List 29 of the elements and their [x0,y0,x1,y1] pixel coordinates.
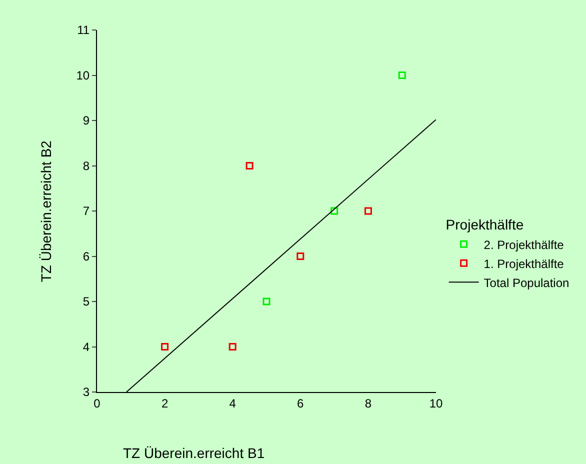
y-tick-label: 7 [82,204,90,218]
legend-label: 1. Projekthälfte [484,256,564,271]
y-tick-label: 8 [82,158,90,173]
x-tick-label: 8 [364,396,372,410]
y-tick-label: 11 [77,23,90,38]
y-tick-label: 10 [76,68,90,82]
x-axis-title: TZ Überein.erreicht B1 [123,445,265,461]
point [262,298,270,306]
point [161,343,169,350]
x-tick-label: 2 [161,396,168,410]
y-tick-label: 4 [82,340,90,354]
legend-title: Projekthälfte [446,216,524,233]
point [364,207,372,215]
x-tick-label: 0 [94,396,101,410]
y-tick-label: 9 [82,114,90,128]
point [228,343,236,350]
y-axis-title: TZ Überein.erreicht B2 [38,140,54,282]
point [398,72,406,79]
point [296,252,304,260]
y-tick-label: 3 [82,385,90,400]
y-tick-label: 6 [82,249,90,264]
y-tick-label: 5 [82,294,90,309]
point [246,162,254,170]
legend-label: 2. Projekthälfte [484,238,564,252]
legend-label: Total Population [484,276,570,290]
x-tick-label: 6 [297,396,304,410]
x-tick-label: 4 [229,396,236,410]
point [330,207,338,215]
x-tick-label: 10 [429,396,443,410]
